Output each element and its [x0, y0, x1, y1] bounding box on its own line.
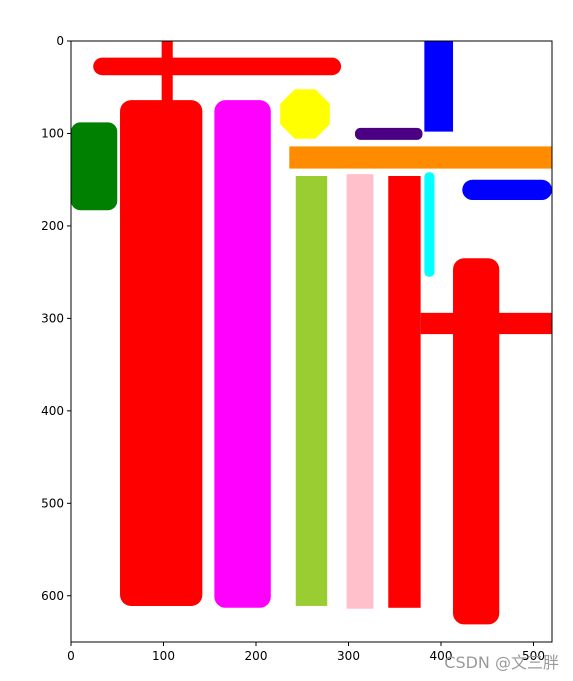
red-top-vertical-stub: [161, 41, 173, 106]
green-rounded-box: [71, 122, 118, 211]
y-tick-label: 500: [41, 496, 64, 510]
pink-bar: [346, 174, 374, 609]
x-tick-label: 100: [152, 649, 175, 663]
cyan-thin-bar: [424, 172, 435, 277]
watermark: CSDN @文三胖: [444, 653, 559, 672]
x-tick-label: 400: [430, 649, 453, 663]
indigo-bar: [354, 127, 423, 140]
y-tick-label: 0: [56, 34, 64, 48]
x-axis: 0 100 200 300 400 500: [67, 642, 545, 663]
axes-frame: [70, 40, 553, 643]
x-tick-label: 200: [245, 649, 268, 663]
red-tall-bar: [120, 100, 203, 606]
red-top-horizontal-bar: [93, 57, 342, 76]
blue-right-bar: [462, 179, 552, 201]
magenta-tall-bar: [214, 100, 271, 608]
y-tick-label: 200: [41, 219, 64, 233]
y-tick-label: 400: [41, 404, 64, 418]
chart-shapes: [71, 41, 552, 625]
yellow-octagon: [280, 89, 330, 139]
red-right-vertical-bar: [388, 175, 421, 608]
y-axis: 0 100 200 300 400 500 600: [41, 34, 71, 603]
orange-horizontal-bar: [289, 146, 552, 169]
y-tick-label: 300: [41, 311, 64, 325]
y-tick-label: 100: [41, 126, 64, 140]
red-right-rounded-bar: [453, 258, 500, 625]
yellowgreen-bar: [295, 175, 328, 606]
x-tick-label: 0: [67, 649, 75, 663]
y-tick-label: 600: [41, 589, 64, 603]
blue-top-right-bar: [424, 41, 454, 132]
x-tick-label: 300: [337, 649, 360, 663]
x-tick-label: 500: [522, 649, 545, 663]
